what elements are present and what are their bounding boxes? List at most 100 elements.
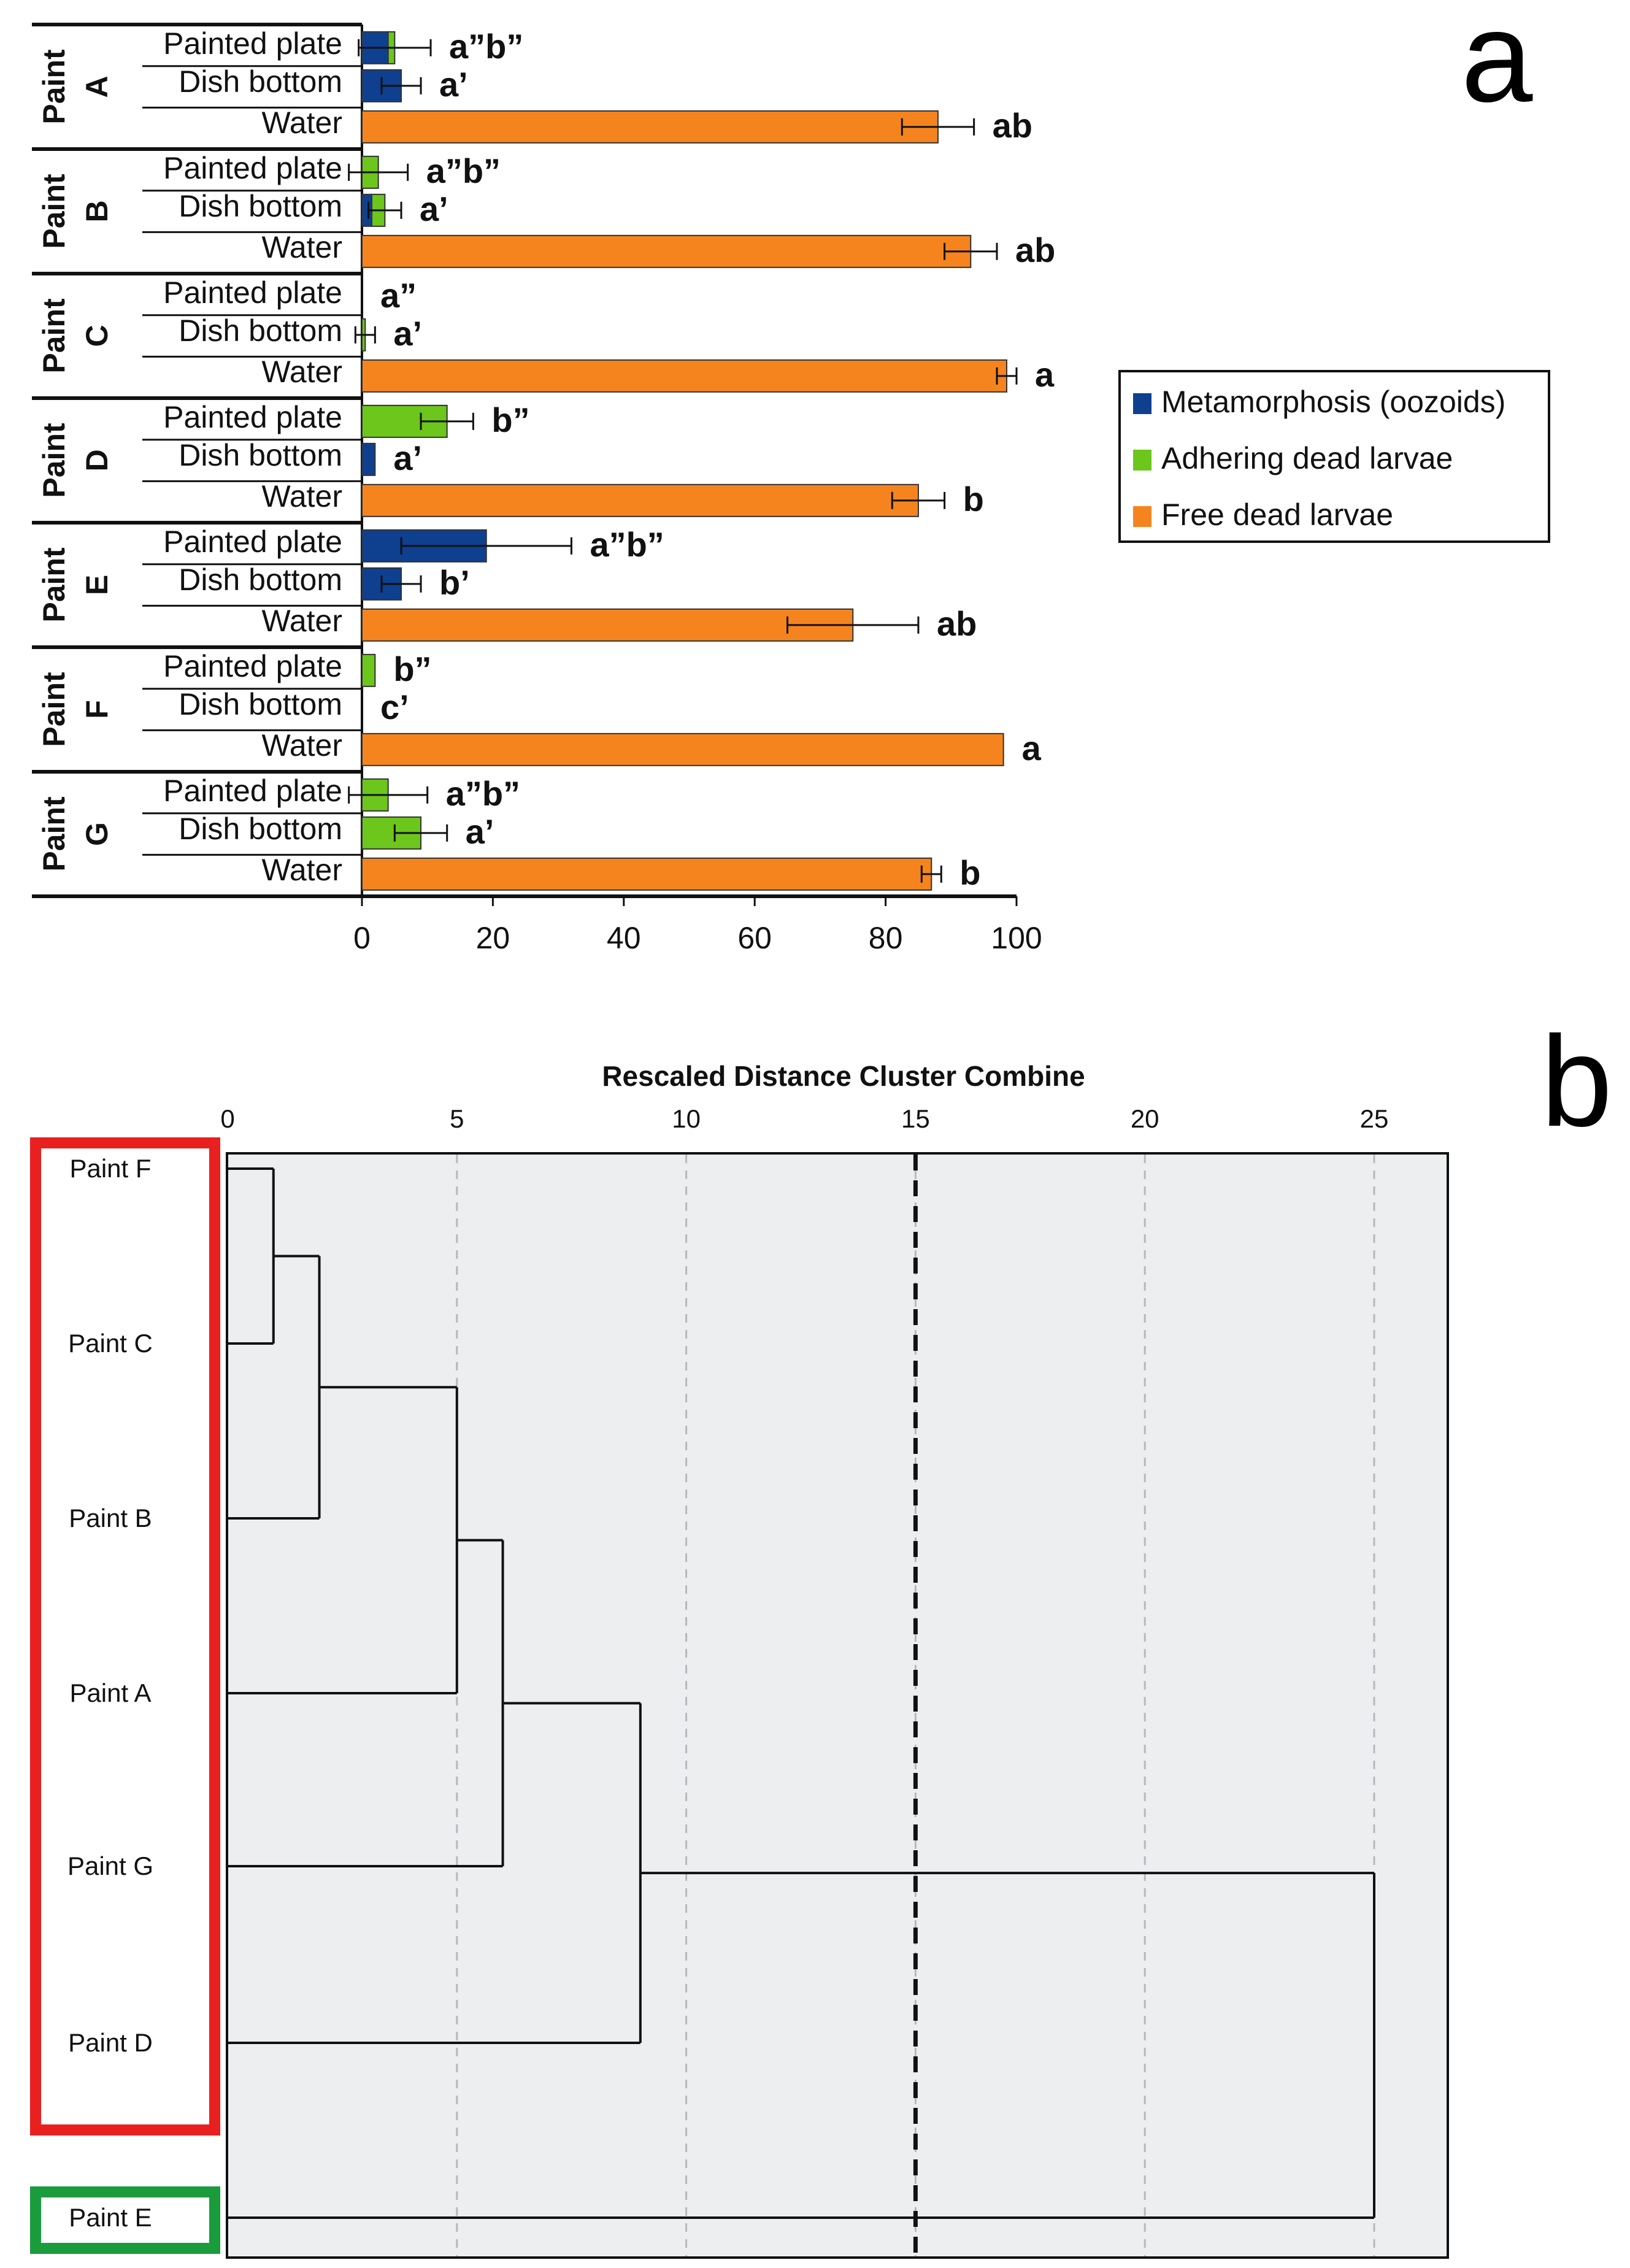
- bar-segment-free: [361, 483, 919, 517]
- row-label: Water: [262, 479, 343, 513]
- significance-letters: b”: [491, 401, 529, 439]
- dendrogram-title: Rescaled Distance Cluster Combine: [602, 1060, 1085, 1092]
- x-tick-label: 40: [607, 921, 641, 955]
- group-label-prefix: Paint: [37, 796, 71, 872]
- x-tick-label: 100: [991, 921, 1042, 955]
- dendrogram-tree: [228, 1167, 1375, 2219]
- row-label: Dish bottom: [179, 189, 342, 223]
- significance-letters: a’: [420, 190, 448, 228]
- group-label-letter: E: [80, 575, 114, 595]
- legend-swatch: [1133, 450, 1151, 471]
- significance-letters: a”b”: [446, 774, 520, 813]
- x-tick-label: 15: [901, 1104, 930, 1133]
- legend-label: Adhering dead larvae: [1161, 441, 1453, 475]
- group-label-prefix: Paint: [37, 49, 71, 125]
- group-label-prefix: Paint: [37, 672, 71, 747]
- bar-segment-adhering: [361, 653, 376, 687]
- significance-letters: a’: [439, 65, 468, 104]
- significance-letters: c’: [380, 688, 409, 726]
- row-label: Dish bottom: [179, 438, 342, 472]
- dendrogram-grid: [456, 1155, 1375, 2256]
- significance-letters: ab: [937, 604, 977, 643]
- leaf-label: Paint F: [69, 1154, 151, 1183]
- leaf-label: Paint C: [68, 1329, 153, 1358]
- group-label-letter: D: [80, 449, 114, 471]
- row-label: Water: [262, 106, 343, 140]
- dendrogram-ticks: 0 5 10 15 20 25: [220, 1104, 1388, 1133]
- significance-letters: a”b”: [449, 27, 523, 66]
- leaf-label: Paint D: [68, 2028, 153, 2057]
- bar-segment-free: [361, 608, 854, 642]
- cluster-group-box: [30, 2186, 220, 2254]
- row-label: Painted plate: [163, 151, 342, 185]
- x-tick-label: 60: [737, 921, 772, 955]
- legend-box: [1118, 370, 1550, 543]
- row-label: Painted plate: [163, 525, 342, 559]
- significance-letters: b: [959, 853, 980, 892]
- x-tick-label: 5: [450, 1104, 464, 1133]
- significance-letters: a”b”: [426, 152, 501, 190]
- row-label: Water: [262, 604, 343, 638]
- row-label: Water: [262, 728, 343, 763]
- significance-letters: b”: [393, 650, 431, 688]
- row-label: Water: [262, 230, 343, 264]
- row-label: Painted plate: [163, 275, 342, 310]
- significance-letters: a’: [393, 314, 422, 353]
- row-label: Water: [262, 355, 343, 389]
- x-tick-label: 0: [353, 921, 371, 955]
- legend-label: Metamorphosis (oozoids): [1161, 385, 1505, 419]
- cluster-group-box: [30, 1137, 220, 2135]
- group-label-letter: F: [80, 700, 114, 719]
- row-label: Painted plate: [163, 400, 342, 434]
- significance-letters: b: [963, 480, 984, 518]
- leaf-label: Paint E: [69, 2203, 152, 2232]
- group-label-prefix: Paint: [37, 174, 71, 249]
- group-label-letter: G: [80, 822, 114, 846]
- row-label: Water: [262, 853, 343, 887]
- legend-swatch: [1133, 506, 1151, 527]
- significance-letters: a: [1022, 729, 1042, 767]
- significance-letters: a’: [393, 439, 422, 477]
- row-label: Painted plate: [163, 649, 342, 683]
- significance-letters: b’: [439, 563, 470, 602]
- legend-label: Free dead larvae: [1161, 498, 1393, 532]
- group-label-prefix: Paint: [37, 547, 71, 623]
- row-label: Dish bottom: [179, 313, 342, 348]
- group-label-prefix: Paint: [37, 423, 71, 498]
- dendrogram-group-boxes: [30, 1137, 220, 2254]
- bar-segment-adhering: [361, 816, 422, 850]
- bar-segment-metamorphosis: [361, 442, 376, 476]
- group-label-letter: B: [80, 200, 114, 222]
- x-tick-label: 0: [220, 1104, 234, 1133]
- row-label: Painted plate: [163, 26, 342, 61]
- bar-chart-legend: Metamorphosis (oozoids) Adhering dead lar…: [1118, 370, 1550, 543]
- x-tick-label: 25: [1360, 1104, 1389, 1133]
- panel-label-a: a: [1461, 0, 1533, 129]
- bar-segment-free: [361, 234, 972, 268]
- legend-swatch: [1133, 393, 1151, 414]
- dendrogram-plot-area: [226, 1152, 1449, 2259]
- row-label: Dish bottom: [179, 687, 342, 721]
- row-label: Dish bottom: [179, 563, 342, 597]
- significance-letters: a: [1035, 355, 1055, 394]
- leaf-label: Paint B: [69, 1504, 152, 1532]
- x-tick-label: 20: [476, 921, 510, 955]
- row-label: Dish bottom: [179, 812, 342, 846]
- bar-chart-panel: 0 20 40 60 80 100 a”b”a’aba”b”a’aba”a’ab”a’ba…: [32, 0, 1550, 955]
- significance-letters: a’: [466, 812, 494, 851]
- group-label-letter: C: [80, 325, 114, 347]
- bar-segment-free: [361, 732, 1004, 766]
- significance-letters: a”: [380, 276, 417, 315]
- group-label-prefix: Paint: [37, 298, 71, 374]
- row-label: Painted plate: [163, 774, 342, 808]
- leaf-label: Paint G: [67, 1851, 153, 1880]
- x-tick-label: 80: [869, 921, 903, 955]
- bar-segment-free: [361, 857, 932, 891]
- significance-letters: a”b”: [590, 525, 664, 564]
- bar-segment-free: [361, 359, 1007, 393]
- row-label: Dish bottom: [179, 64, 342, 99]
- bar-chart-bars: a”b”a’aba”b”a’aba”a’ab”a’ba”b”b’abb”c’aa…: [348, 27, 1055, 892]
- significance-letters: ab: [993, 106, 1032, 145]
